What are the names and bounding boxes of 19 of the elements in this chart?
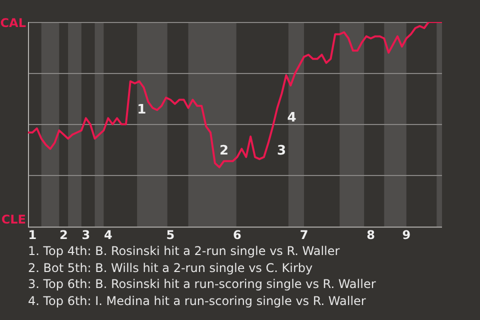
x-tick-label: 7 — [300, 228, 308, 242]
x-tick-label: 3 — [82, 228, 90, 242]
x-tick-label: 5 — [166, 228, 175, 242]
annotation: 1 — [137, 102, 146, 118]
annotation: 3 — [276, 143, 286, 158]
annotation: 4 — [287, 110, 296, 126]
x-tick-label: 1 — [28, 228, 37, 242]
x-tick-label: 2 — [59, 228, 68, 242]
annotation: 2 — [220, 143, 229, 158]
text: 1. Top 4th: B. Rosinski hit a 2-run single vs R. Waller — [28, 243, 341, 260]
text: 4. Top 6th: I. Medina hit a run-scoring single vs R. Waller — [28, 292, 367, 309]
x-tick-label: 4 — [104, 228, 112, 242]
text: 2. Bot 5th: B. Wills hit a 2-run single vs C. Kirby — [28, 260, 314, 276]
text: 3. Top 6th: B. Rosinski hit a run-scoring single vs R. Waller — [28, 276, 376, 292]
text: CLE — [1, 212, 26, 227]
x-tick-label: 8 — [366, 228, 375, 242]
x-tick-label: 6 — [233, 228, 242, 242]
text: CAL — [0, 16, 26, 30]
x-tick-label: 9 — [402, 228, 411, 242]
